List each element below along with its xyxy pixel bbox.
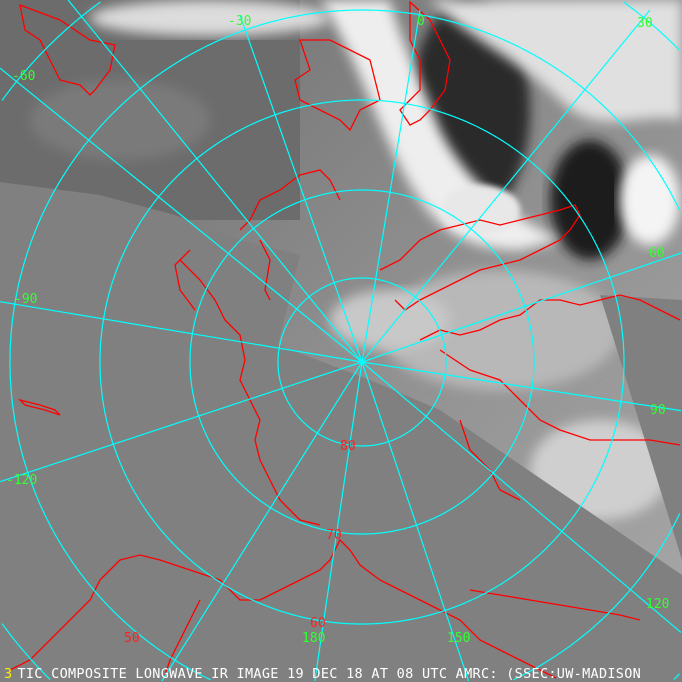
caption-text: TIC COMPOSITE LONGWAVE IR IMAGE 19 DEC 1… (17, 666, 642, 682)
meridian-line (0, 67, 363, 363)
meridian-line (361, 252, 682, 363)
lon-label-150: 150 (447, 631, 470, 646)
meridian-line (361, 361, 682, 412)
lon-label-30: 30 (637, 16, 653, 31)
lon-label-60: 60 (649, 246, 665, 261)
latitude-circle (189, 189, 535, 535)
coastlines (9, 0, 681, 679)
coastline-europe-north (239, 169, 581, 311)
lon-label-minus120: -120 (6, 473, 37, 488)
meridian-line (361, 9, 421, 363)
coastline-greenland (19, 3, 116, 96)
lon-label-120: 120 (646, 597, 669, 612)
lon-label-minus60: -60 (12, 69, 35, 84)
coastline-uk (294, 39, 381, 132)
lon-label-minus30: -30 (228, 14, 251, 29)
coastline-alaska (9, 538, 557, 679)
meridian-line (161, 361, 363, 682)
coastline-aleutians (469, 589, 641, 621)
image-caption: 3 TIC COMPOSITE LONGWAVE IR IMAGE 19 DEC … (4, 666, 641, 682)
meridian-line (361, 9, 651, 363)
lat-label-70: 70 (326, 528, 342, 543)
meridian-line (314, 361, 363, 682)
lat-label-80: 80 (340, 439, 356, 454)
coastline-island (17, 398, 61, 416)
meridian-line (361, 361, 682, 633)
lon-label-180: 180 (302, 631, 325, 646)
coastline-canada (174, 239, 321, 526)
latitude-circle (9, 9, 681, 681)
meridian-line (361, 361, 470, 682)
coastline-scandinavia (399, 0, 451, 126)
latitude-circle (99, 99, 625, 625)
lat-label-60: 60 (310, 616, 326, 631)
lon-label-minus90: -90 (14, 292, 37, 307)
meridian-line (0, 301, 363, 363)
meridian-line (0, 361, 363, 483)
meridian-line (67, 0, 363, 363)
meridian-line (239, 14, 363, 363)
lon-label-0: 0 (417, 14, 425, 29)
longitude-labels: -60 -30 0 30 60 90 120 150 180 -120 -90 (6, 14, 669, 646)
caption-marker: 3 (4, 666, 13, 682)
lon-label-90: 90 (650, 403, 666, 418)
latitude-labels: 80 70 60 50 (124, 439, 356, 646)
latitude-circle (277, 277, 447, 447)
lat-label-50: 50 (124, 631, 140, 646)
